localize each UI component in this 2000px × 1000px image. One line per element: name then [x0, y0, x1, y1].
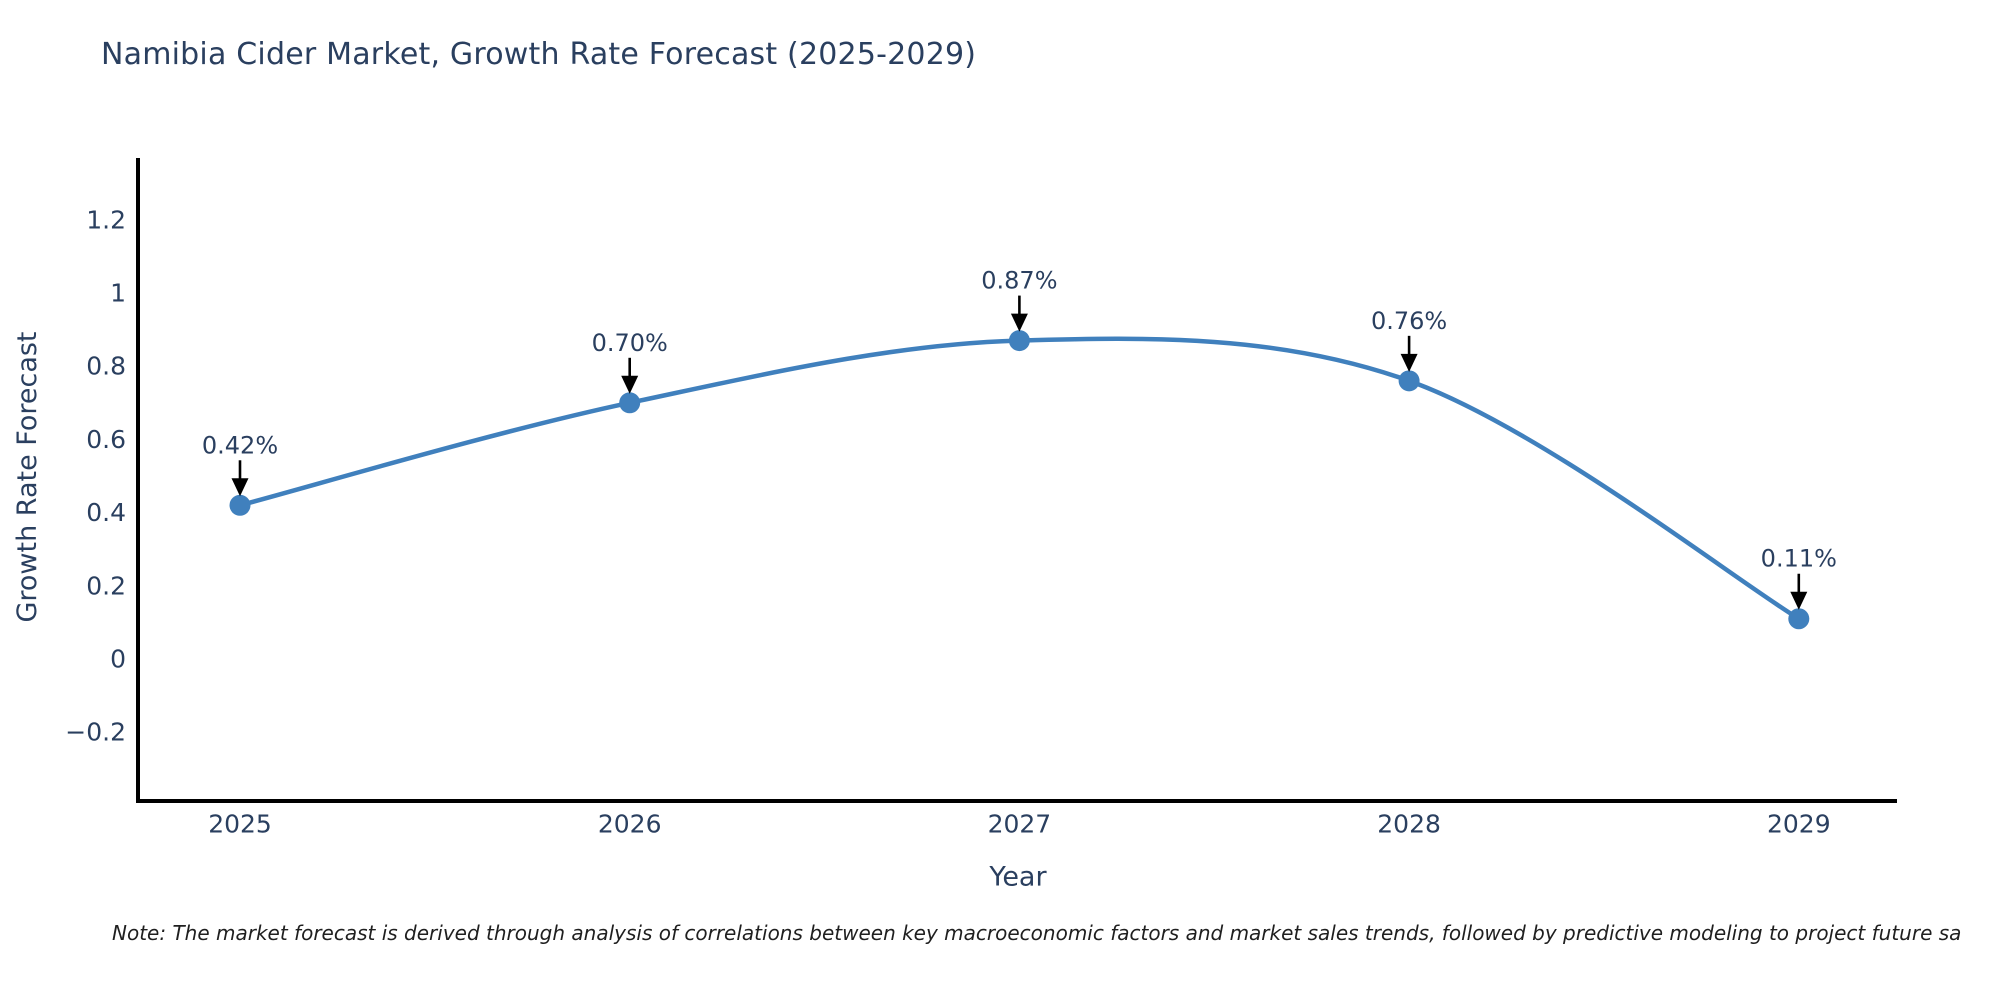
annotation-arrow-head: [1790, 591, 1808, 610]
data-point-label: 0.70%: [592, 329, 668, 357]
annotation-arrow-head: [621, 375, 639, 394]
footnote: Note: The market forecast is derived thr…: [112, 921, 1962, 945]
y-tick-label: 0.8: [86, 352, 126, 381]
x-axis-title: Year: [989, 861, 1047, 893]
forecast-line: [239, 336, 1800, 621]
data-point-marker: [619, 392, 641, 414]
annotation-arrow-head: [231, 478, 249, 497]
y-tick-label: 0.2: [86, 571, 126, 600]
x-tick-label: 2028: [1377, 810, 1441, 839]
data-point-marker: [1398, 370, 1420, 392]
y-tick-label: −0.2: [65, 718, 126, 747]
x-tick-label: 2029: [1767, 810, 1831, 839]
y-tick-label: 0: [110, 645, 126, 674]
data-point-marker: [1008, 330, 1030, 352]
annotation-arrow-head: [1010, 313, 1028, 332]
y-tick-label: 0.6: [86, 425, 126, 454]
x-tick-label: 2026: [598, 810, 662, 839]
annotation-arrow-head: [1400, 353, 1418, 372]
y-tick-label: 0.4: [86, 498, 126, 527]
data-point-label: 0.76%: [1371, 307, 1447, 335]
y-tick-label: 1: [110, 279, 126, 308]
y-tick-label: 1.2: [86, 205, 126, 234]
chart-title: Namibia Cider Market, Growth Rate Foreca…: [101, 37, 977, 72]
data-point-label: 0.42%: [202, 431, 278, 459]
x-tick-label: 2025: [208, 810, 272, 839]
data-point-label: 0.11%: [1761, 545, 1837, 573]
data-point-label: 0.87%: [981, 267, 1057, 295]
data-point-marker: [229, 494, 251, 516]
data-point-marker: [1788, 608, 1810, 630]
x-tick-label: 2027: [988, 810, 1052, 839]
